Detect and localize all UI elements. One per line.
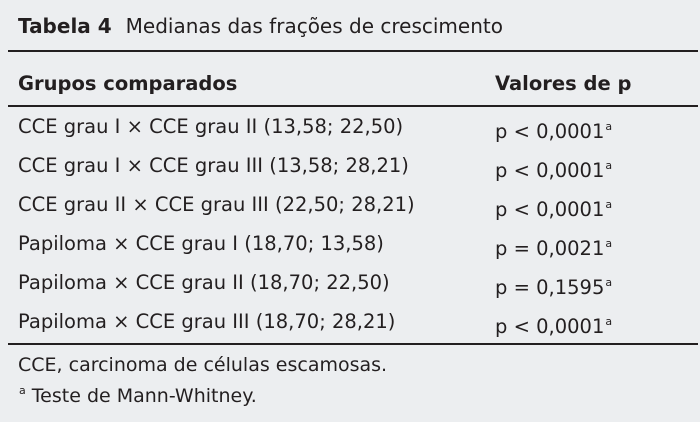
footnote-marker: a [605, 276, 613, 289]
footnote: CCE, carcinoma de células escamosas. [18, 354, 388, 376]
rule [8, 105, 698, 107]
table-row: Papiloma × CCE grau III (18,70; 28,21) p … [18, 307, 698, 338]
rule [8, 343, 698, 345]
table-row: Papiloma × CCE grau II (18,70; 22,50) p =… [18, 268, 698, 299]
p-value: p < 0,0001 [495, 159, 605, 182]
header-row: Grupos comparados Valores de p [18, 69, 698, 99]
group-cell: CCE grau II × CCE grau III (22,50; 28,21… [18, 193, 415, 216]
footnote-marker: a [605, 159, 613, 172]
rule [8, 50, 698, 52]
footnote-text: Teste de Mann-Whitney. [31, 385, 257, 407]
group-cell: CCE grau I × CCE grau III (13,58; 28,21) [18, 154, 409, 177]
p-value-cell: p < 0,0001a [495, 112, 612, 147]
p-value-cell: p < 0,0001a [495, 190, 612, 225]
footnote-marker: a [605, 198, 613, 211]
p-value: p = 0,0021 [495, 237, 605, 260]
table-row: CCE grau I × CCE grau III (13,58; 28,21)… [18, 151, 698, 182]
table-label: Tabela 4 [18, 14, 112, 38]
table-title: Medianas das frações de crescimento [125, 14, 503, 38]
group-cell: Papiloma × CCE grau I (18,70; 13,58) [18, 232, 384, 255]
footnote-marker: a [19, 384, 26, 397]
header-cell: Valores de p [495, 72, 632, 95]
table-row: CCE grau II × CCE grau III (22,50; 28,21… [18, 190, 698, 221]
table-row: Papiloma × CCE grau I (18,70; 13,58) p = … [18, 229, 698, 260]
footnote-marker: a [605, 237, 613, 250]
group-cell: CCE grau I × CCE grau II (13,58; 22,50) [18, 115, 404, 138]
footnote: a Teste de Mann-Whitney. [18, 384, 257, 407]
table-row: CCE grau I × CCE grau II (13,58; 22,50) p… [18, 112, 698, 143]
p-value: p < 0,0001 [495, 198, 605, 221]
p-value: p < 0,0001 [495, 120, 605, 143]
p-value-cell: p = 0,0021a [495, 229, 612, 264]
footnote-marker: a [605, 315, 613, 328]
p-value-cell: p < 0,0001a [495, 307, 612, 342]
p-value-cell: p = 0,1595a [495, 268, 612, 303]
group-cell: Papiloma × CCE grau III (18,70; 28,21) [18, 310, 396, 333]
p-value: p = 0,1595 [495, 276, 605, 299]
p-value-cell: p < 0,0001a [495, 151, 612, 186]
header-cell: Grupos comparados [18, 72, 238, 95]
footnote-marker: a [605, 120, 613, 133]
group-cell: Papiloma × CCE grau II (18,70; 22,50) [18, 271, 390, 294]
table-caption: Tabela 4 Medianas das frações de crescime… [18, 14, 503, 38]
p-value: p < 0,0001 [495, 315, 605, 338]
